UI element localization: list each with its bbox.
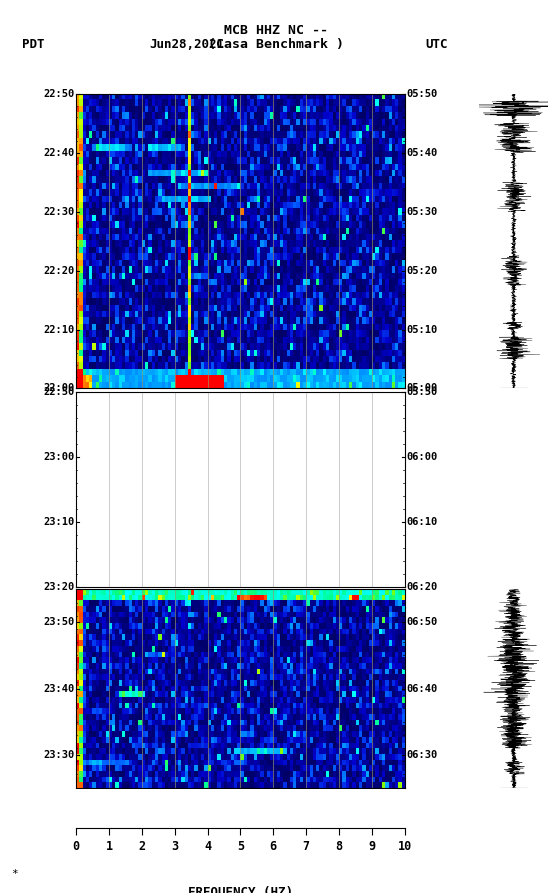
Text: 22:30: 22:30 bbox=[43, 206, 75, 217]
Text: USGS: USGS bbox=[32, 13, 56, 24]
Text: 23:30: 23:30 bbox=[43, 749, 75, 760]
Text: 23:10: 23:10 bbox=[43, 517, 75, 527]
Text: 22:10: 22:10 bbox=[43, 324, 75, 335]
Text: 05:50: 05:50 bbox=[406, 88, 438, 99]
Text: (Casa Benchmark ): (Casa Benchmark ) bbox=[208, 38, 344, 52]
Text: 23:20: 23:20 bbox=[43, 581, 75, 592]
Text: 05:10: 05:10 bbox=[406, 324, 438, 335]
Text: 22:40: 22:40 bbox=[43, 147, 75, 158]
Text: UTC: UTC bbox=[425, 38, 448, 52]
Text: 06:20: 06:20 bbox=[406, 581, 438, 592]
Text: MCB HHZ NC --: MCB HHZ NC -- bbox=[224, 24, 328, 38]
Text: 05:30: 05:30 bbox=[406, 206, 438, 217]
Text: 05:40: 05:40 bbox=[406, 147, 438, 158]
Text: PDT: PDT bbox=[22, 38, 45, 52]
Text: 06:00: 06:00 bbox=[406, 452, 438, 462]
Text: 22:50: 22:50 bbox=[43, 88, 75, 99]
Text: FREQUENCY (HZ): FREQUENCY (HZ) bbox=[188, 886, 293, 893]
Text: 23:50: 23:50 bbox=[43, 617, 75, 628]
Text: 05:00: 05:00 bbox=[406, 383, 438, 394]
Text: 06:50: 06:50 bbox=[406, 617, 438, 628]
Text: 23:40: 23:40 bbox=[43, 683, 75, 694]
Text: 05:50: 05:50 bbox=[406, 387, 438, 397]
Text: 22:50: 22:50 bbox=[43, 387, 75, 397]
Text: 06:30: 06:30 bbox=[406, 749, 438, 760]
Text: 23:00: 23:00 bbox=[43, 452, 75, 462]
Text: 05:20: 05:20 bbox=[406, 265, 438, 276]
Text: 06:40: 06:40 bbox=[406, 683, 438, 694]
Text: 06:10: 06:10 bbox=[406, 517, 438, 527]
Text: Jun28,2021: Jun28,2021 bbox=[149, 38, 224, 52]
Text: *: * bbox=[11, 869, 18, 879]
Text: 22:20: 22:20 bbox=[43, 265, 75, 276]
Polygon shape bbox=[3, 6, 66, 31]
Text: 22:00: 22:00 bbox=[43, 383, 75, 394]
